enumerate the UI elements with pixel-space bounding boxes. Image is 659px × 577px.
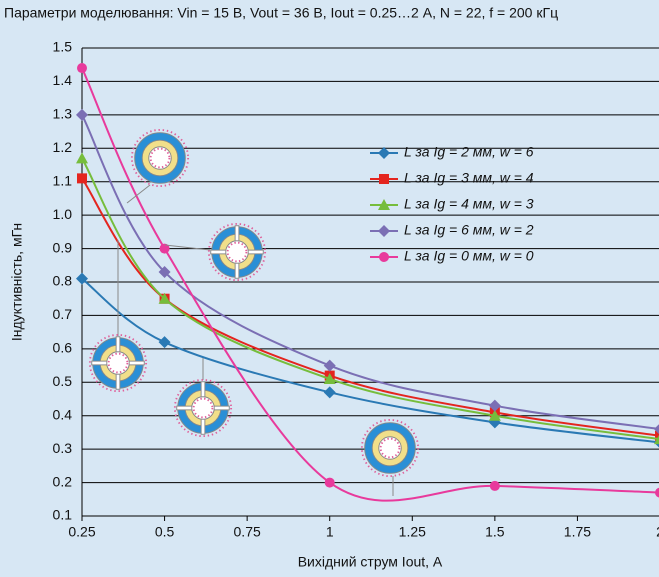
x-tick-label: 0.5 [155, 524, 175, 540]
x-tick-label: 1.5 [485, 524, 505, 540]
marker [324, 386, 336, 398]
marker [77, 63, 87, 73]
marker [76, 152, 88, 163]
x-tick-label: 1 [326, 524, 334, 540]
marker [378, 147, 390, 159]
y-tick-label: 0.8 [53, 273, 73, 289]
marker [379, 174, 389, 184]
x-tick-label: 1.25 [399, 524, 426, 540]
y-tick-label: 1.1 [53, 172, 73, 188]
chart: Параметри моделювання: Vin = 15 В, Vout … [0, 0, 659, 577]
y-tick-label: 1.4 [53, 72, 73, 88]
x-tick-label: 0.75 [234, 524, 261, 540]
marker [76, 109, 88, 121]
series-line [82, 178, 659, 435]
y-tick-label: 0.4 [53, 406, 73, 422]
y-tick-label: 0.1 [53, 507, 73, 523]
y-tick-label: 1.3 [53, 106, 73, 122]
y-tick-label: 0.5 [53, 373, 73, 389]
legend: L за Ig = 2 мм, w = 6 L за Ig = 3 мм, w =… [370, 144, 534, 264]
y-axis-label: Індуктивність, мГн [9, 223, 25, 341]
y-tick-label: 0.2 [53, 473, 73, 489]
legend-label: L за Ig = 3 мм, w = 4 [404, 170, 534, 186]
legend-label: L за Ig = 4 мм, w = 3 [404, 196, 534, 212]
y-tick-label: 1.2 [53, 139, 73, 155]
chart-title: Параметри моделювання: Vin = 15 В, Vout … [4, 5, 558, 21]
y-tick-label: 0.9 [53, 239, 73, 255]
marker [655, 488, 659, 498]
y-tick-label: 1.0 [53, 206, 73, 222]
marker [324, 360, 336, 372]
x-axis-label: Вихідний струм Iout, А [298, 554, 443, 570]
x-tick-label: 1.75 [564, 524, 591, 540]
legend-label: L за Ig = 6 мм, w = 2 [404, 222, 534, 238]
y-tick-label: 0.7 [53, 306, 73, 322]
marker [77, 173, 87, 183]
y-tick-label: 0.3 [53, 440, 73, 456]
marker [159, 336, 171, 348]
y-tick-label: 0.6 [53, 340, 73, 356]
core-icons [90, 130, 418, 496]
legend-label: L за Ig = 0 мм, w = 0 [404, 248, 534, 264]
plot-area: 0.1 0.2 0.3 0.4 0.5 0.6 0.7 0.8 0.9 1.0 1.1 1.2 1.3 1… [53, 39, 659, 540]
marker [378, 225, 390, 237]
marker [379, 252, 389, 262]
x-tick-label: 0.25 [68, 524, 95, 540]
marker [490, 481, 500, 491]
marker [325, 478, 335, 488]
y-tick-label: 1.5 [53, 39, 73, 55]
legend-label: L за Ig = 2 мм, w = 6 [404, 144, 534, 160]
